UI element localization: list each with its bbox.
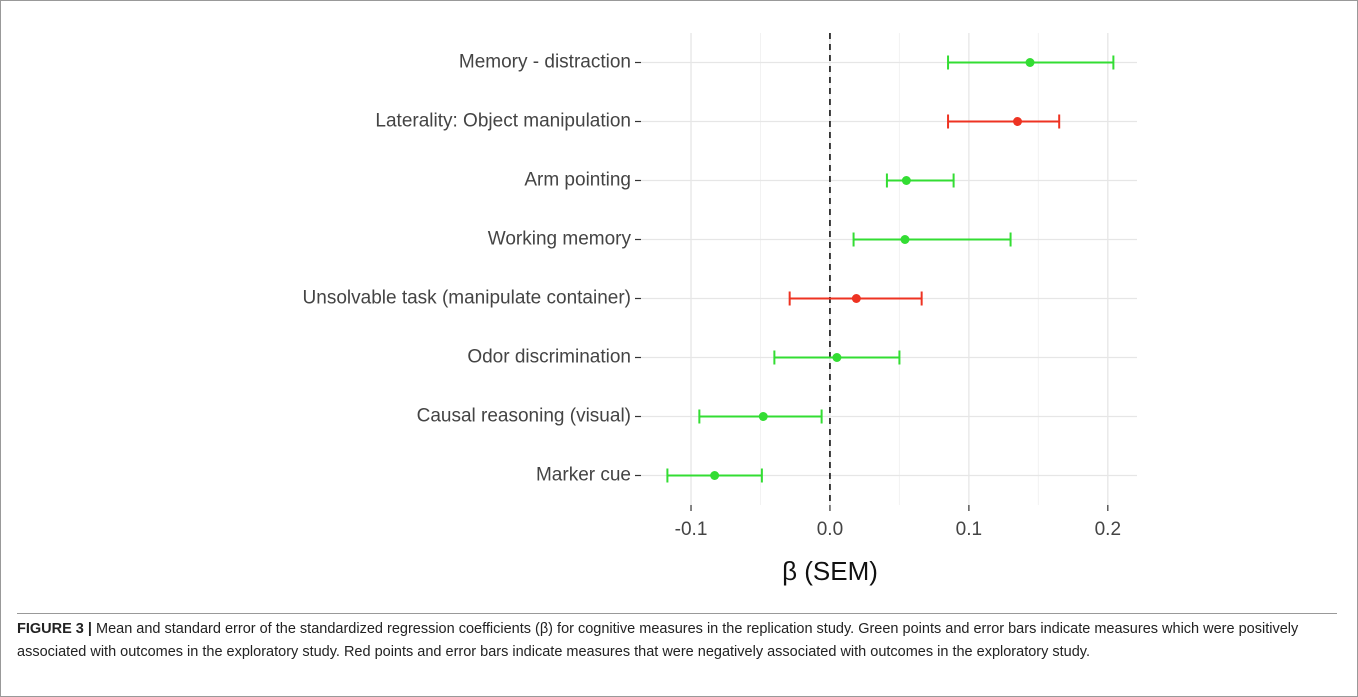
y-tick-label: Marker cue: [536, 465, 631, 486]
caption-text: Mean and standard error of the standardi…: [17, 621, 1299, 660]
caption: FIGURE 3 | Mean and standard error of th…: [17, 613, 1337, 664]
point: [1025, 58, 1035, 67]
caption-label: FIGURE 3 |: [17, 621, 92, 637]
y-tick-label: Memory - distraction: [459, 52, 631, 73]
point: [901, 176, 911, 185]
x-tick-label: -0.1: [675, 519, 708, 540]
x-tick-label: 0.2: [1095, 519, 1121, 540]
x-tick-label: 0.0: [817, 519, 843, 540]
chart: β (SEM) -0.1 0.0 0.1 0.2 Memory - distractio…: [303, 33, 1137, 586]
y-tick-label: Working memory: [488, 229, 632, 250]
point: [1013, 117, 1023, 126]
y-tick-label: Odor discrimination: [467, 347, 631, 368]
y-tick-label: Unsolvable task (manipulate container): [303, 288, 631, 309]
y-tick-label: Arm pointing: [524, 170, 631, 191]
y-tick-label: Laterality: Object manipulation: [375, 111, 631, 132]
point: [832, 353, 842, 362]
point: [900, 235, 910, 244]
point: [851, 294, 861, 303]
point: [710, 471, 720, 480]
y-tick-label: Causal reasoning (visual): [417, 406, 631, 427]
point: [758, 412, 768, 421]
x-axis-title: β (SEM): [782, 556, 878, 586]
x-tick-label: 0.1: [956, 519, 982, 540]
